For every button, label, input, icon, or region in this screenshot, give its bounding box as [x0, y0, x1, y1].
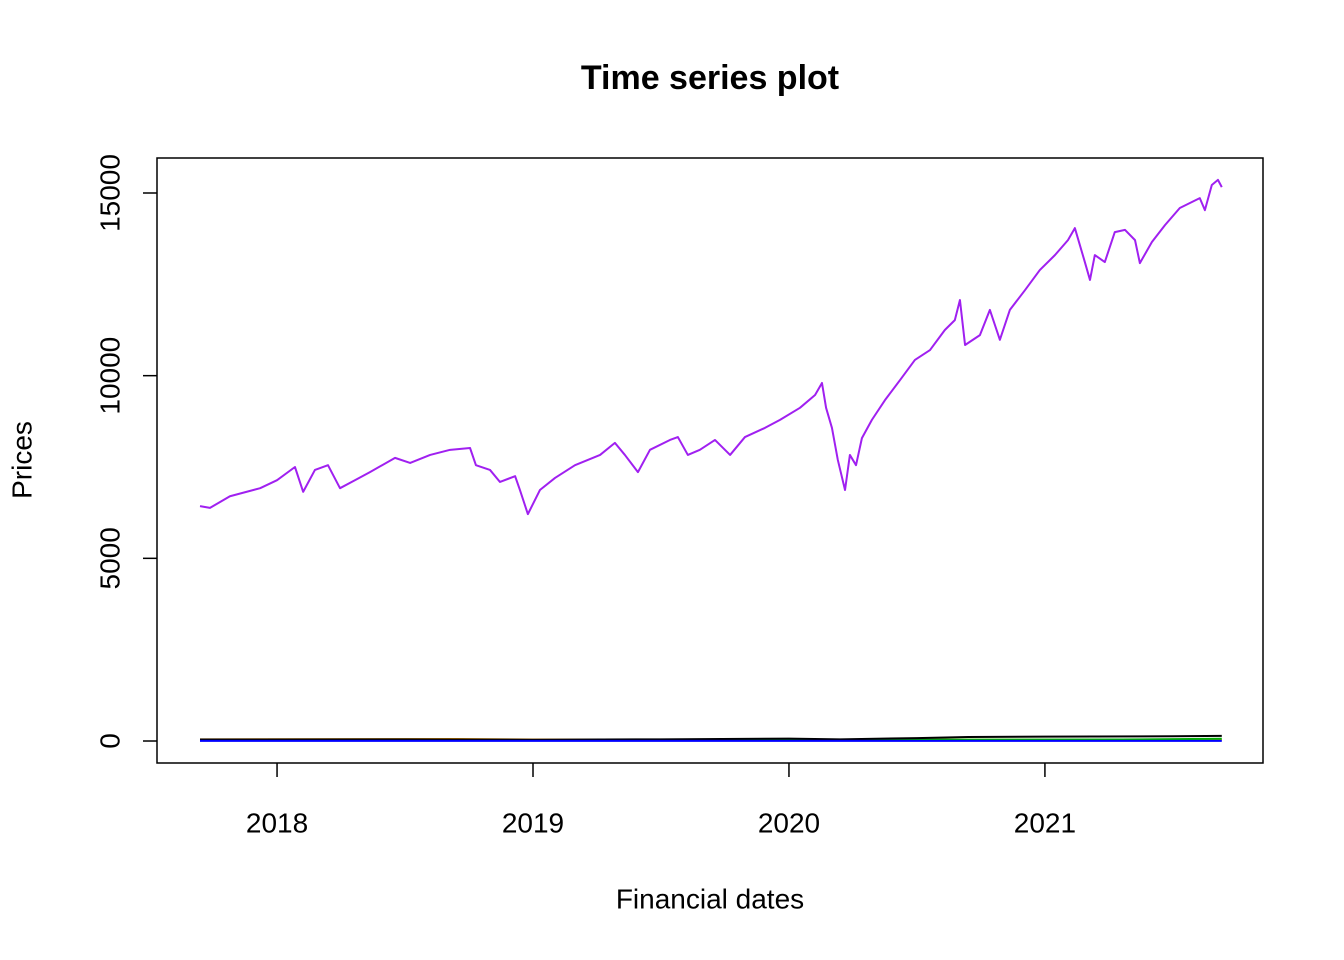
x-axis-label: Financial dates [616, 883, 804, 914]
x-tick-label: 2020 [758, 807, 820, 838]
chart-title: Time series plot [581, 59, 839, 97]
x-tick-label: 2019 [502, 807, 564, 838]
x-tick-label: 2021 [1014, 807, 1076, 838]
series-line [199, 734, 1222, 741]
y-axis-label: Prices [6, 421, 37, 499]
y-tick-label: 0 [94, 733, 125, 749]
series-line [199, 178, 1223, 516]
x-tick-label: 2018 [246, 807, 308, 838]
y-tick-label: 15000 [94, 154, 125, 232]
plot-frame [156, 157, 1264, 764]
y-tick-label: 5000 [94, 527, 125, 589]
y-tick-label: 10000 [94, 337, 125, 415]
